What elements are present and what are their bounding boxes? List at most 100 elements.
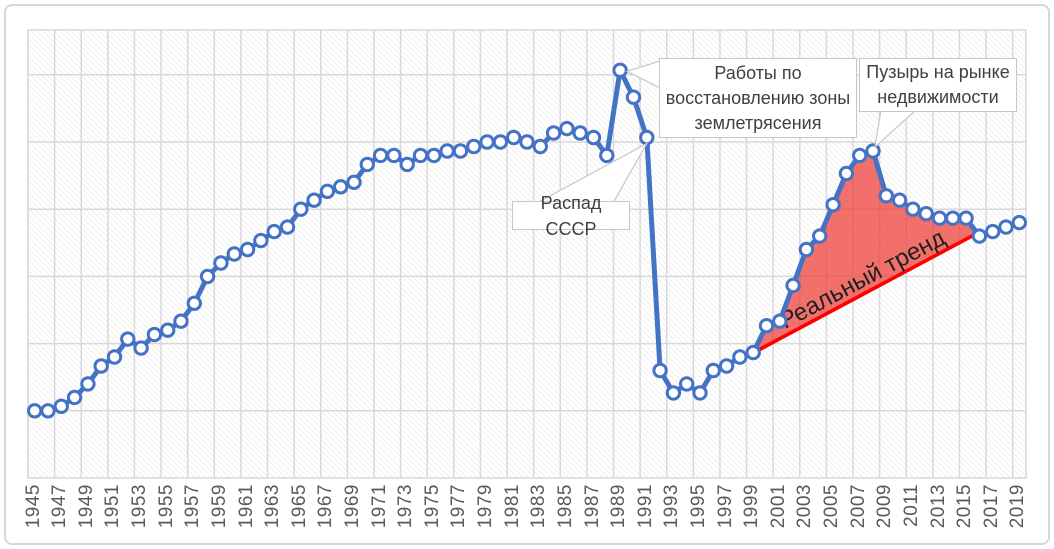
data-point-marker [519, 134, 535, 150]
data-point-marker [199, 268, 216, 285]
data-point-marker [399, 156, 415, 173]
data-point-marker [386, 147, 402, 164]
data-point-marker [652, 362, 668, 379]
data-point-marker [599, 147, 615, 164]
callout-text-line: Распад СССР [540, 192, 602, 239]
x-tick-label: 1959 [209, 484, 230, 529]
x-tick-label: 1951 [102, 484, 123, 529]
data-point-marker [852, 147, 868, 164]
data-point-marker [998, 219, 1014, 235]
data-point-marker [492, 134, 509, 150]
x-tick-label: 1957 [182, 484, 203, 529]
x-tick-label: 1981 [502, 484, 523, 529]
x-tick-label: 2009 [874, 484, 895, 529]
data-point-marker [226, 246, 243, 262]
x-tick-label: 1987 [582, 484, 603, 529]
x-tick-label: 1997 [715, 484, 736, 529]
data-point-marker [279, 219, 296, 235]
data-point-marker [133, 340, 149, 356]
data-point-marker [319, 183, 336, 200]
data-point-marker [572, 125, 588, 141]
data-point-marker [1011, 214, 1027, 231]
x-tick-label: 1955 [156, 484, 177, 529]
callout-ussr-collapse: Распад СССР [512, 193, 630, 239]
x-tick-label: 1979 [475, 484, 496, 529]
data-point-marker [958, 210, 974, 226]
data-point-marker [53, 398, 69, 414]
callout-earthquake-recovery: Работы по восстановлению зоны землетрясе… [659, 58, 857, 138]
data-point-marker [479, 134, 495, 150]
data-point-marker [466, 138, 482, 155]
data-point-marker [106, 349, 123, 365]
x-tick-label: 2017 [981, 484, 1002, 529]
x-tick-label: 1995 [688, 484, 709, 529]
data-point-marker [705, 362, 721, 379]
data-point-marker [798, 241, 815, 258]
data-point-marker [732, 349, 748, 365]
callout-text-line: восстановлению зоны [665, 87, 851, 108]
data-point-marker [359, 156, 375, 173]
data-point-marker [213, 255, 229, 271]
data-point-marker [905, 201, 921, 217]
data-point-marker [758, 318, 775, 334]
data-point-marker [945, 210, 961, 226]
data-point-marker [346, 174, 362, 191]
data-point-marker [545, 125, 562, 141]
x-tick-label: 1953 [129, 484, 150, 529]
x-tick-label: 1967 [315, 484, 336, 529]
data-point-marker [639, 129, 655, 146]
x-tick-label: 2003 [794, 484, 815, 529]
data-point-marker [865, 143, 881, 159]
data-point-marker [80, 376, 96, 392]
data-point-marker [679, 376, 695, 392]
x-tick-label: 1947 [49, 484, 70, 529]
data-point-marker [665, 385, 682, 401]
x-tick-label: 1983 [528, 484, 549, 529]
data-point-marker [27, 403, 43, 419]
data-point-marker [612, 62, 628, 79]
data-point-marker [878, 188, 894, 204]
x-tick-label: 2019 [1007, 484, 1028, 529]
callout-real-estate-bubble: Пузырь на рынке недвижимости [859, 58, 1017, 112]
x-tick-label: 1985 [555, 484, 576, 529]
data-point-marker [160, 322, 176, 338]
data-point-marker [372, 147, 389, 164]
callout-text-line: Пузырь на рынке [866, 62, 1010, 82]
x-tick-label: 1991 [635, 484, 656, 529]
data-point-marker [971, 228, 988, 244]
data-point-marker [745, 344, 761, 361]
data-point-marker [918, 206, 934, 222]
data-point-marker [186, 295, 203, 311]
callout-text-line: землетрясения [694, 112, 822, 133]
data-point-marker [412, 147, 429, 164]
callout-text-line: Работы по [714, 62, 802, 83]
data-point-marker [306, 192, 322, 208]
x-tick-label: 2001 [768, 484, 789, 529]
data-point-marker [239, 241, 256, 258]
data-point-marker [173, 313, 189, 329]
x-tick-label: 2015 [954, 484, 975, 529]
data-point-marker [532, 138, 548, 155]
x-tick-label: 1977 [448, 484, 469, 529]
x-tick-label: 2013 [928, 484, 949, 529]
data-point-marker [253, 232, 269, 249]
data-point-marker [293, 201, 309, 217]
x-tick-label: 1961 [236, 484, 257, 529]
data-point-marker [625, 89, 642, 105]
data-point-marker [120, 331, 136, 347]
data-point-marker [40, 403, 56, 419]
x-tick-label: 1969 [342, 484, 363, 529]
data-point-marker [66, 389, 83, 406]
data-point-marker [93, 358, 109, 374]
x-tick-label: 1973 [395, 484, 416, 529]
x-tick-label: 1999 [741, 484, 762, 529]
trend-line [755, 232, 978, 353]
data-point-marker [426, 147, 442, 164]
x-tick-label: 1965 [289, 484, 310, 529]
data-point-marker [812, 228, 828, 244]
bubble-area [757, 150, 977, 351]
data-point-marker [785, 277, 801, 294]
data-point-marker [266, 223, 282, 240]
data-point-marker [439, 143, 455, 159]
